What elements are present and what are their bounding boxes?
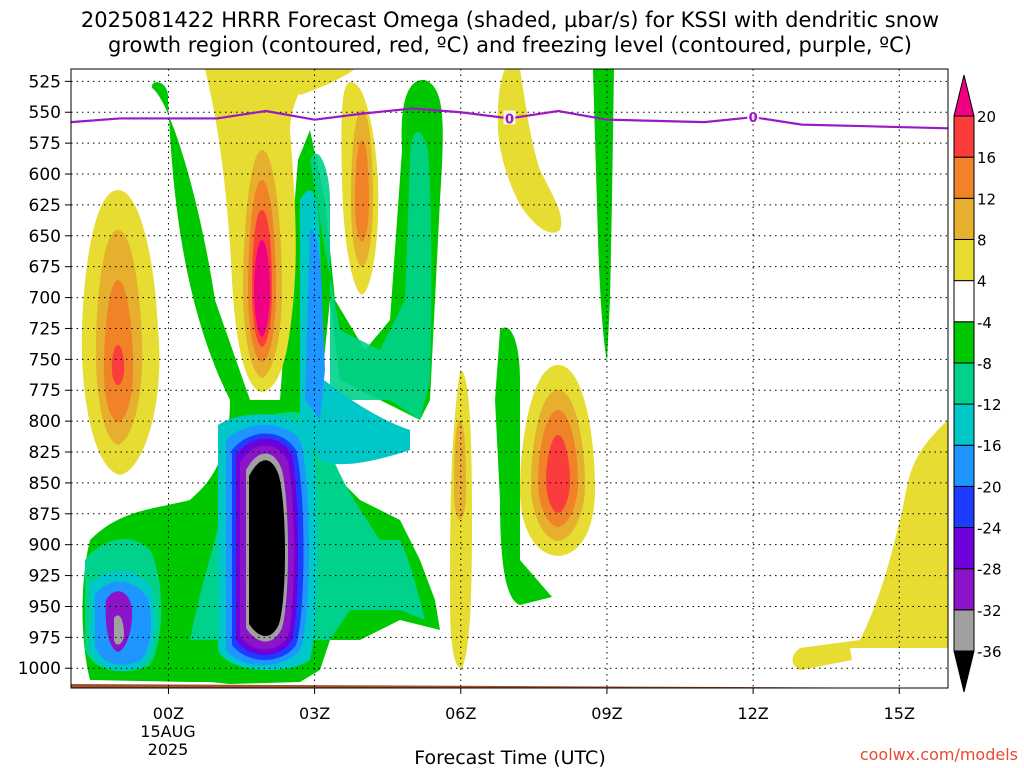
x-tick-label-06Z: 06Z <box>445 704 476 723</box>
colorbar-label--16: -16 <box>977 437 1002 455</box>
colorbar-segment--8-to--4 <box>953 321 975 364</box>
colorbar: 20 16 12 8 4 -4 -8 -12 -16 -20 -24 -28 -32 -36 <box>953 74 1002 693</box>
colorbar-segment--36-to--32 <box>953 609 975 652</box>
x-tick-label-00Z: 00Z <box>153 704 184 723</box>
colorbar-label--24: -24 <box>977 520 1002 538</box>
y-tick-label-575: 575 <box>29 134 61 154</box>
colorbar-arrow-top <box>953 74 975 117</box>
y-tick-label-1000: 1000 <box>18 659 61 679</box>
colorbar-segment-16-to-20 <box>953 115 975 158</box>
colorbar-segment-4-to-8 <box>953 238 975 282</box>
date-label-year: 2025 <box>148 740 189 759</box>
colorbar-label--32: -32 <box>977 602 1002 620</box>
omega-contour-pos4-h <box>792 420 948 670</box>
colorbar-label-20: 20 <box>977 108 996 126</box>
omega-contour-neg12-b <box>310 131 432 420</box>
colorbar-arrow-bottom <box>953 650 975 693</box>
colorbar-label--28: -28 <box>977 561 1002 579</box>
omega-contour-pos12-c <box>355 140 369 242</box>
y-tick-label-750: 750 <box>29 350 61 370</box>
y-tick-label-525: 525 <box>29 72 61 92</box>
freezing-level-label: 0 <box>749 111 758 126</box>
omega-contour-pos4-d <box>284 69 355 95</box>
y-tick-label-650: 650 <box>29 227 61 247</box>
omega-contour-pos16-a <box>111 345 125 385</box>
grid-lines <box>71 69 948 688</box>
omega-contour-pos4-e <box>497 69 562 233</box>
y-tick-label-950: 950 <box>29 597 61 617</box>
colorbar-segment--20-to--16 <box>953 444 975 487</box>
ground-surface <box>71 684 948 688</box>
omega-contour-neg8-right <box>593 69 614 362</box>
y-tick-label-625: 625 <box>29 196 61 216</box>
x-tick-label-12Z: 12Z <box>737 704 768 723</box>
colorbar-segment--4-to-4 <box>953 280 975 323</box>
y-tick-label-825: 825 <box>29 443 61 463</box>
y-tick-label-875: 875 <box>29 505 61 525</box>
colorbar-segment--24-to--20 <box>953 485 975 529</box>
colorbar-segment-8-to-12 <box>953 197 975 240</box>
colorbar-segment--32-to--28 <box>953 568 975 611</box>
colorbar-label--8: -8 <box>977 355 992 373</box>
colorbar-label--4: -4 <box>977 314 992 332</box>
colorbar-label-4: 4 <box>977 273 987 291</box>
x-axis-title: Forecast Time (UTC) <box>414 747 605 768</box>
y-tick-label-975: 975 <box>29 628 61 648</box>
date-label-day: 15AUG <box>140 722 195 741</box>
chart-title-line1: 2025081422 HRRR Forecast Omega (shaded, … <box>81 8 939 32</box>
omega-contour-neg20 <box>305 229 325 420</box>
colorbar-label-8: 8 <box>977 231 987 249</box>
y-tick-label-800: 800 <box>29 412 61 432</box>
omega-contour-pos16-g <box>546 435 570 513</box>
y-tick-label-925: 925 <box>29 567 61 587</box>
omega-contour-neg16 <box>300 190 410 465</box>
colorbar-segment--12-to--8 <box>953 362 975 405</box>
credit-text: coolwx.com/models <box>860 745 1018 764</box>
freezing-level-label: 0 <box>505 112 514 127</box>
chart-title-line2: growth region (contoured, red, ºC) and f… <box>108 33 912 57</box>
y-tick-label-850: 850 <box>29 474 61 494</box>
colorbar-label--12: -12 <box>977 396 1002 414</box>
omega-contour-pos20-b <box>254 240 270 337</box>
y-tick-label-900: 900 <box>29 536 61 556</box>
omega-shading <box>81 69 948 685</box>
plot-frame <box>70 68 949 689</box>
colorbar-label--36: -36 <box>977 643 1002 661</box>
x-axis: 00Z 03Z 06Z 09Z 12Z 15Z <box>153 688 915 723</box>
y-tick-label-675: 675 <box>29 258 61 278</box>
colorbar-segment-12-to-16 <box>953 156 975 199</box>
omega-contour-neg8-mid <box>495 327 552 605</box>
freezing-label-bg <box>747 109 760 124</box>
colorbar-segment--16-to--12 <box>953 403 975 446</box>
y-tick-label-600: 600 <box>29 165 61 185</box>
freezing-label-bg <box>503 110 516 125</box>
colorbar-segment--28-to--24 <box>953 527 975 570</box>
y-axis: 525 550 575 600 625 650 675 700 725 750 775 800 825 8… <box>18 72 71 679</box>
colorbar-label-12: 12 <box>977 190 996 208</box>
x-tick-label-09Z: 09Z <box>591 704 622 723</box>
x-tick-label-15Z: 15Z <box>884 704 915 723</box>
y-tick-label-725: 725 <box>29 319 61 339</box>
colorbar-label--20: -20 <box>977 478 1002 496</box>
omega-contour-pos8-f <box>454 420 466 520</box>
y-tick-label-775: 775 <box>29 381 61 401</box>
y-tick-label-700: 700 <box>29 289 61 309</box>
colorbar-label-16: 16 <box>977 149 996 167</box>
y-tick-label-550: 550 <box>29 103 61 123</box>
x-tick-label-03Z: 03Z <box>299 704 330 723</box>
omega-contour-neg36-core <box>249 460 285 636</box>
